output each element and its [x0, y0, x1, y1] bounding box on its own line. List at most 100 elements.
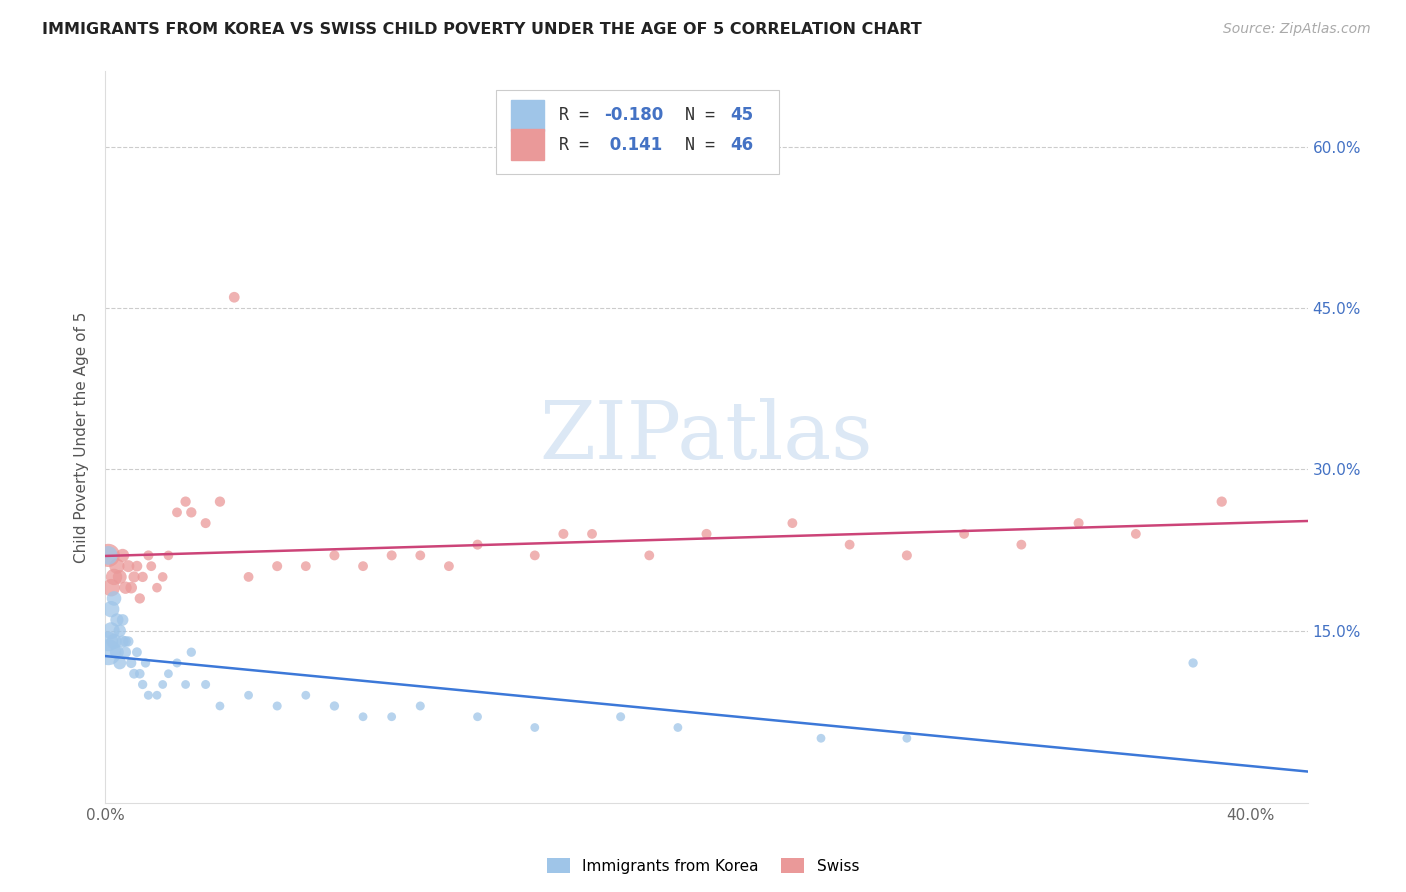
Point: [352, 559, 374, 574]
Point: [523, 549, 546, 563]
Text: 46: 46: [731, 136, 754, 153]
Point: [666, 721, 689, 735]
FancyBboxPatch shape: [510, 100, 544, 130]
Point: [122, 570, 145, 584]
Text: Source: ZipAtlas.com: Source: ZipAtlas.com: [1223, 22, 1371, 37]
Point: [105, 645, 128, 659]
Point: [105, 559, 128, 574]
Point: [323, 549, 346, 563]
Y-axis label: Child Poverty Under the Age of 5: Child Poverty Under the Age of 5: [75, 311, 90, 563]
Point: [238, 570, 260, 584]
Point: [409, 549, 432, 563]
Point: [896, 549, 918, 563]
Point: [208, 494, 231, 508]
Point: [352, 710, 374, 724]
Point: [108, 656, 131, 670]
Legend: Immigrants from Korea, Swiss: Immigrants from Korea, Swiss: [541, 852, 865, 880]
Text: ZIPatlas: ZIPatlas: [540, 398, 873, 476]
Point: [323, 698, 346, 713]
Point: [108, 570, 131, 584]
Point: [125, 645, 148, 659]
Point: [111, 613, 134, 627]
Point: [953, 527, 976, 541]
Point: [523, 721, 546, 735]
Point: [138, 688, 160, 702]
Point: [131, 570, 153, 584]
Point: [146, 688, 169, 702]
Point: [117, 634, 139, 648]
Point: [135, 656, 157, 670]
Point: [166, 656, 188, 670]
Point: [103, 570, 125, 584]
Point: [97, 549, 120, 563]
Point: [208, 698, 231, 713]
Point: [108, 624, 131, 638]
Point: [166, 505, 188, 519]
Point: [128, 666, 150, 681]
Point: [114, 634, 136, 648]
Point: [838, 538, 860, 552]
Point: [105, 613, 128, 627]
Point: [180, 645, 202, 659]
Point: [174, 677, 197, 691]
Point: [896, 731, 918, 746]
Point: [117, 559, 139, 574]
Point: [1010, 538, 1032, 552]
Point: [103, 634, 125, 648]
Point: [100, 581, 122, 595]
Point: [409, 698, 432, 713]
Point: [103, 591, 125, 606]
Point: [295, 688, 318, 702]
Point: [152, 570, 174, 584]
Point: [238, 688, 260, 702]
Point: [266, 698, 288, 713]
Point: [1125, 527, 1147, 541]
Point: [638, 549, 661, 563]
Point: [467, 538, 489, 552]
Point: [146, 581, 169, 595]
Point: [381, 710, 404, 724]
Point: [782, 516, 804, 530]
Point: [122, 666, 145, 681]
Point: [97, 634, 120, 648]
FancyBboxPatch shape: [510, 129, 544, 160]
Point: [100, 624, 122, 638]
Point: [152, 677, 174, 691]
Text: -0.180: -0.180: [605, 106, 664, 124]
Point: [266, 559, 288, 574]
FancyBboxPatch shape: [496, 90, 779, 174]
Point: [120, 581, 142, 595]
Point: [696, 527, 718, 541]
Text: IMMIGRANTS FROM KOREA VS SWISS CHILD POVERTY UNDER THE AGE OF 5 CORRELATION CHAR: IMMIGRANTS FROM KOREA VS SWISS CHILD POV…: [42, 22, 922, 37]
Point: [114, 645, 136, 659]
Point: [381, 549, 404, 563]
Point: [224, 290, 246, 304]
Point: [111, 549, 134, 563]
Text: N =: N =: [685, 106, 725, 124]
Point: [553, 527, 575, 541]
Point: [100, 602, 122, 616]
Point: [125, 559, 148, 574]
Point: [810, 731, 832, 746]
Point: [128, 591, 150, 606]
Point: [131, 677, 153, 691]
Point: [114, 581, 136, 595]
Point: [157, 549, 180, 563]
Point: [437, 559, 460, 574]
Point: [138, 549, 160, 563]
Point: [97, 549, 120, 563]
Text: 45: 45: [731, 106, 754, 124]
Point: [194, 516, 217, 530]
Point: [111, 634, 134, 648]
Point: [157, 666, 180, 681]
Point: [180, 505, 202, 519]
Point: [120, 656, 142, 670]
Text: 0.141: 0.141: [605, 136, 662, 153]
Point: [581, 527, 603, 541]
Text: N =: N =: [685, 136, 725, 153]
Point: [467, 710, 489, 724]
Point: [141, 559, 163, 574]
Point: [174, 494, 197, 508]
Text: R =: R =: [558, 106, 599, 124]
Point: [1211, 494, 1233, 508]
